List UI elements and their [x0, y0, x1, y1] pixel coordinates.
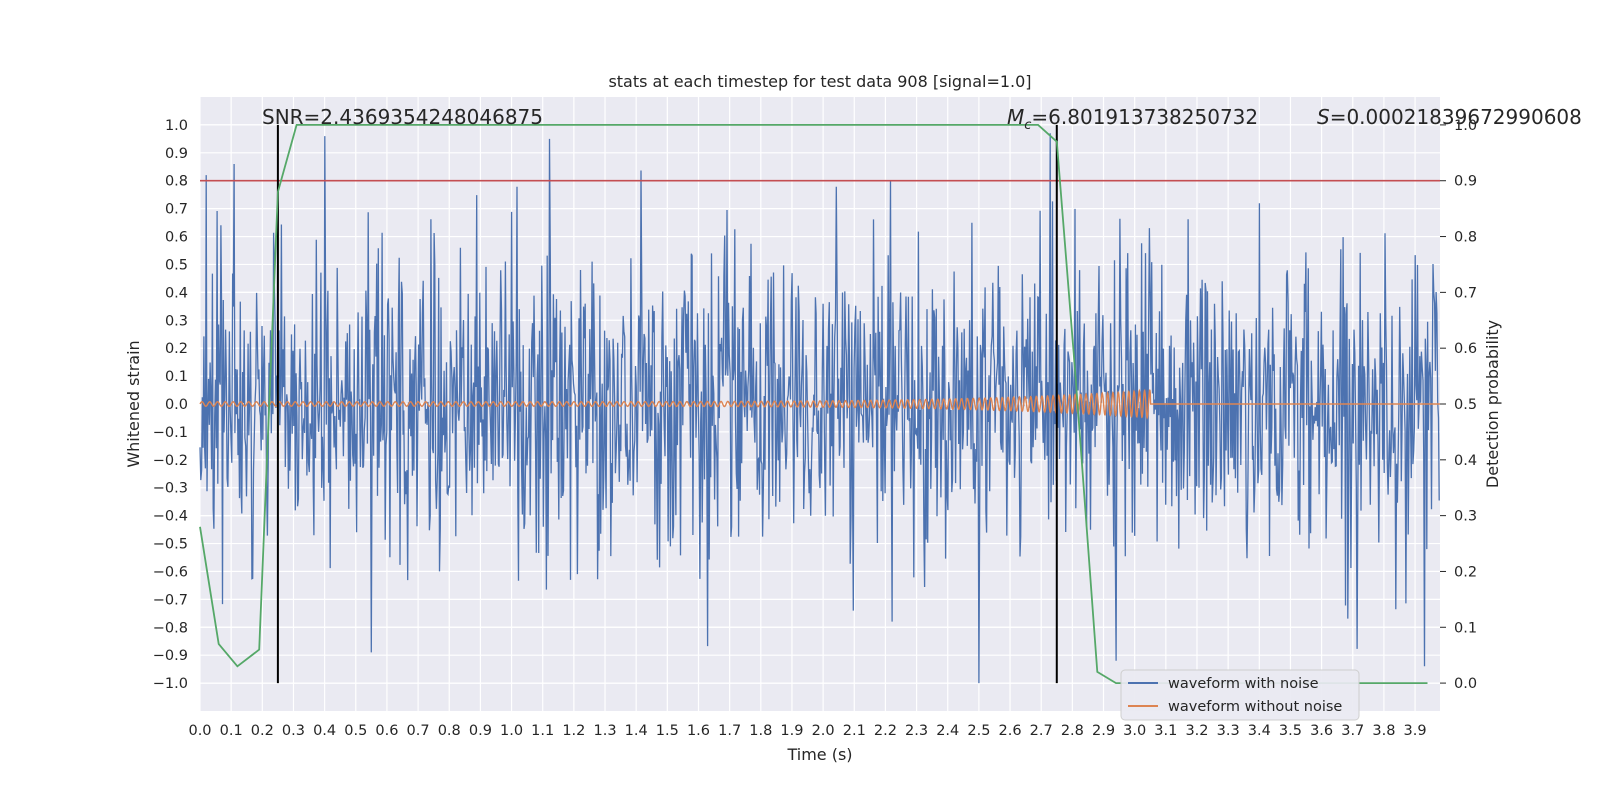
x-tick-label: 2.6: [999, 723, 1022, 739]
y-tick-label: 0.7: [165, 202, 188, 218]
s-annotation: S=0.00021839672990608: [1317, 105, 1582, 129]
x-tick-label: 1.7: [718, 723, 741, 739]
detection-probability-line: [199, 124, 1428, 684]
x-tick-label: 0.5: [344, 723, 367, 739]
y-tick-labels: 1.0 0.9 0.8 0.7 0.6 0.5 0.4 0.3 0.2 0.1 0.0 −0.1 −0.…: [153, 118, 188, 692]
y-tick-label: −0.9: [153, 648, 188, 664]
y-tick-label: 0.1: [165, 369, 188, 385]
series-waveform-without-noise: [199, 388, 1440, 420]
y-tick-label: −0.4: [153, 509, 188, 525]
y-tick-label: 1.0: [165, 118, 188, 134]
y-tick-label: 0.2: [165, 341, 188, 357]
x-tick-label: 1.4: [625, 723, 648, 739]
x-tick-label: 0.8: [438, 723, 461, 739]
x-tick-label: 3.4: [1248, 723, 1271, 739]
x-tick-label: 2.8: [1061, 723, 1084, 739]
y2-tick-label: 0.9: [1454, 174, 1477, 190]
snr-annotation: SNR=2.4369354248046875: [262, 105, 543, 129]
chirp-mass-annotation: Mc=6.801913738250732: [1007, 105, 1258, 133]
x-tick-label: 3.2: [1185, 723, 1208, 739]
x-axis-label: Time (s): [786, 745, 852, 764]
y-tick-label: −0.2: [153, 453, 188, 469]
y-tick-label: −1.0: [153, 676, 188, 692]
x-tick-label: 0.3: [282, 723, 305, 739]
x-tick-label: 0.7: [407, 723, 430, 739]
x-tick-label: 0.4: [313, 723, 336, 739]
legend-box: [1120, 669, 1360, 721]
y-tick-label: −0.6: [153, 564, 188, 580]
y2-tick-label: 0.5: [1454, 397, 1477, 413]
y-tick-label: 0.4: [165, 285, 188, 301]
x-tick-label: 0.0: [188, 723, 211, 739]
series-detection-probability: [199, 124, 1428, 684]
x-tick-label: 3.9: [1404, 723, 1427, 739]
y-tick-label: −0.1: [153, 425, 188, 441]
y2-tick-label: 0.4: [1454, 453, 1477, 469]
legend: waveform with noise waveform without noi…: [1120, 669, 1360, 721]
y2-tick-label: 0.6: [1454, 341, 1477, 357]
x-tick-label: 3.6: [1310, 723, 1333, 739]
x-tick-label: 1.3: [593, 723, 616, 739]
clean-waveform-line: [199, 388, 1440, 420]
y-tick-label: −0.8: [153, 620, 188, 636]
x-tick-label: 3.8: [1372, 723, 1395, 739]
x-tick-label: 3.7: [1341, 723, 1364, 739]
x-tick-label: 0.6: [375, 723, 398, 739]
y2-tick-label: 0.3: [1454, 509, 1477, 525]
x-tick-label: 1.8: [749, 723, 772, 739]
x-tick-label: 1.2: [562, 723, 585, 739]
y2-tick-label: 0.0: [1454, 676, 1477, 692]
y2-axis-label: Detection probability: [1483, 320, 1502, 488]
legend-label-clean: waveform without noise: [1168, 699, 1342, 715]
x-tick-label: 2.5: [967, 723, 990, 739]
x-tick-label: 1.5: [656, 723, 679, 739]
x-tick-label: 0.9: [469, 723, 492, 739]
y2-tick-label: 0.8: [1454, 230, 1477, 246]
y2-tick-label: 1.0: [1454, 118, 1477, 134]
x-tick-label: 2.9: [1092, 723, 1115, 739]
x-tick-label: 3.3: [1217, 723, 1240, 739]
x-tick-label: 3.0: [1123, 723, 1146, 739]
chart-title: stats at each timestep for test data 908…: [608, 72, 1031, 91]
x-tick-label: 2.7: [1030, 723, 1053, 739]
x-tick-label: 2.1: [843, 723, 866, 739]
x-tick-label: 0.1: [220, 723, 243, 739]
x-tick-label: 2.4: [936, 723, 959, 739]
x-tick-label: 2.2: [874, 723, 897, 739]
y-tick-label: 0.8: [165, 174, 188, 190]
x-tick-label: 2.0: [812, 723, 835, 739]
x-tick-label: 3.5: [1279, 723, 1302, 739]
y2-tick-label: 0.1: [1454, 620, 1477, 636]
x-tick-label: 1.6: [687, 723, 710, 739]
y-tick-label: −0.5: [153, 537, 188, 553]
y-tick-label: 0.5: [165, 257, 188, 273]
x-tick-label: 1.0: [500, 723, 523, 739]
x-tick-label: 2.3: [905, 723, 928, 739]
y-tick-label: 0.6: [165, 230, 188, 246]
y-tick-label: −0.3: [153, 481, 188, 497]
x-tick-label: 1.9: [780, 723, 803, 739]
x-tick-label: 3.1: [1154, 723, 1177, 739]
legend-label-noise: waveform with noise: [1168, 676, 1319, 692]
y2-tick-label: 0.7: [1454, 285, 1477, 301]
y2-tick-label: 0.2: [1454, 564, 1477, 580]
vertical-marker-lines: [276, 124, 1058, 684]
x-tick-label: 1.1: [531, 723, 554, 739]
y-axis-label: Whitened strain: [124, 340, 143, 467]
y-tick-label: 0.3: [165, 313, 188, 329]
x-tick-label: 0.2: [251, 723, 274, 739]
x-tick-labels: 0.0 0.1 0.2 0.3 0.4 0.5 0.6 0.7 0.8 0.9 1.0 1.1 1.2 1…: [188, 723, 1426, 739]
y-tick-label: 0.9: [165, 146, 188, 162]
y-tick-label: −0.7: [153, 592, 188, 608]
y-tick-label: 0.0: [165, 397, 188, 413]
y2-tick-labels: 1.0 0.9 0.8 0.7 0.6 0.5 0.4 0.3 0.2 0.1 0.0: [1440, 118, 1477, 692]
